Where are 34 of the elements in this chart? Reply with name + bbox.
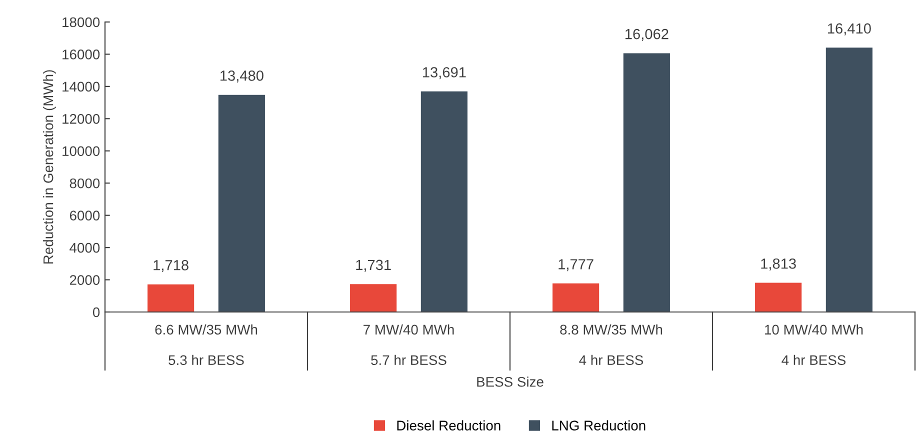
category-label: 10 MW/40 MWh 4 hr BESS bbox=[765, 324, 863, 366]
y-tick-label: 8000 bbox=[70, 178, 100, 188]
data-label: 16,410 bbox=[828, 23, 871, 36]
data-label: 1,718 bbox=[154, 260, 188, 272]
legend-label: LNG Reduction bbox=[552, 420, 646, 430]
bar bbox=[218, 94, 265, 312]
data-label: 1,777 bbox=[558, 259, 594, 272]
data-label: 1,731 bbox=[356, 260, 391, 272]
category-label: 7 MW/40 MWh 5.7 hr BESS bbox=[364, 324, 454, 366]
y-tick-label: 6000 bbox=[70, 210, 100, 221]
y-tick-label: 2000 bbox=[70, 275, 100, 285]
y-tick-label: 12000 bbox=[62, 114, 100, 124]
y-tick-label: 14000 bbox=[62, 82, 100, 92]
category-label: 6.6 MW/35 MWh 5.3 hr BESS bbox=[155, 324, 258, 366]
y-tick-label: 10000 bbox=[62, 146, 100, 156]
y-tick-label: 18000 bbox=[62, 17, 100, 28]
legend-label: Diesel Reduction bbox=[397, 420, 500, 430]
bar bbox=[623, 53, 670, 312]
bar bbox=[148, 284, 194, 312]
y-tick-label: 0 bbox=[92, 307, 100, 318]
x-axis-title: BESS Size bbox=[477, 376, 544, 387]
category-label: 8.8 MW/35 MWh 4 hr BESS bbox=[560, 324, 662, 366]
data-label: 13,480 bbox=[220, 70, 264, 83]
y-tick-label: 4000 bbox=[70, 242, 100, 253]
bar bbox=[350, 284, 397, 312]
bar bbox=[420, 91, 468, 312]
data-label: 1,813 bbox=[761, 258, 796, 271]
y-axis-title: Reduction in Generation (MWh) bbox=[43, 70, 56, 264]
y-tick-label: 16000 bbox=[62, 50, 100, 60]
data-label: 16,062 bbox=[626, 28, 668, 41]
bar bbox=[552, 283, 600, 312]
bar bbox=[755, 282, 802, 312]
bar bbox=[826, 48, 872, 312]
data-label: 13,691 bbox=[423, 67, 466, 80]
